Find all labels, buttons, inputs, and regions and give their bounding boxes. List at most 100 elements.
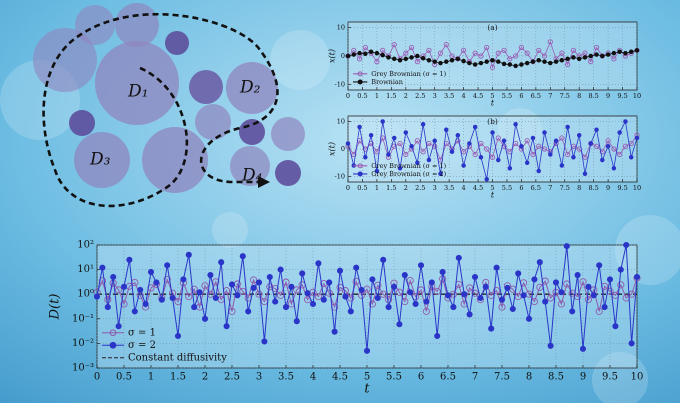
- data-point: [490, 130, 495, 135]
- data-point: [407, 289, 414, 296]
- data-point: [524, 50, 530, 56]
- data-point: [622, 143, 629, 149]
- data-point: [600, 53, 605, 59]
- x-tick-label: 5: [490, 184, 494, 192]
- data-point: [420, 149, 426, 155]
- legend-label: Grey Brownian (σ = 1): [371, 70, 446, 78]
- x-tick-label: 8.5: [588, 184, 598, 192]
- data-point: [623, 241, 630, 249]
- data-point: [460, 149, 467, 155]
- data-point: [351, 52, 357, 57]
- x-tick-label: 5: [490, 92, 494, 100]
- x-tick-label: 3: [256, 372, 262, 383]
- x-axis-label: t: [491, 191, 495, 200]
- data-point: [467, 60, 472, 66]
- data-point: [588, 53, 594, 59]
- x-tick-label: 1.5: [170, 372, 186, 383]
- data-point: [385, 304, 392, 311]
- y-axis-label: x(t): [327, 142, 336, 156]
- data-point: [326, 279, 333, 286]
- data-point: [559, 50, 565, 56]
- y-tick-label: 10⁻¹: [72, 313, 94, 324]
- data-point: [142, 300, 149, 308]
- x-tick-label: 5.5: [502, 92, 512, 100]
- data-point: [386, 55, 391, 60]
- data-point: [518, 44, 525, 51]
- data-point: [584, 296, 592, 304]
- data-point: [426, 140, 432, 147]
- data-point: [569, 308, 576, 315]
- data-point: [541, 53, 548, 59]
- data-point: [617, 281, 625, 289]
- data-point: [180, 276, 187, 283]
- data-point: [548, 152, 553, 157]
- data-point: [391, 56, 397, 62]
- data-point: [498, 296, 506, 303]
- data-point: [444, 59, 449, 64]
- x-tick-label: 9.5: [617, 184, 627, 192]
- data-point: [420, 121, 426, 127]
- y-tick-label: -10: [335, 173, 345, 181]
- x-tick-label: 7: [472, 372, 478, 383]
- legend-label: Grey Brownian (σ = 1): [371, 162, 446, 170]
- data-point: [412, 300, 419, 308]
- data-point: [565, 124, 570, 130]
- x-tick-label: 6: [519, 92, 523, 100]
- data-point: [520, 292, 527, 299]
- data-point: [437, 50, 444, 56]
- data-point: [299, 270, 306, 277]
- data-point: [374, 294, 381, 302]
- series-line: [347, 40, 638, 69]
- data-point: [559, 163, 565, 168]
- x-tick-label: 0.5: [116, 372, 132, 383]
- data-point: [478, 140, 484, 147]
- data-point: [617, 49, 622, 55]
- data-point: [397, 140, 403, 147]
- data-point: [234, 292, 241, 299]
- data-point: [633, 273, 641, 281]
- data-point: [153, 279, 160, 286]
- data-point: [542, 59, 547, 64]
- legend-marker: [357, 171, 363, 177]
- x-tick-label: 0.5: [357, 184, 367, 192]
- x-tick-label: 4.5: [473, 92, 483, 100]
- domain-label: D₄: [241, 166, 263, 186]
- x-tick-label: 10: [631, 372, 644, 383]
- data-point: [363, 154, 368, 160]
- x-tick-label: 6.5: [531, 184, 541, 192]
- data-point: [438, 60, 443, 66]
- data-point: [531, 276, 538, 283]
- data-point: [174, 332, 182, 340]
- x-tick-label: 5: [364, 372, 370, 383]
- data-point: [218, 259, 225, 266]
- data-point: [190, 285, 198, 293]
- x-tick-label: 5.5: [386, 372, 402, 383]
- data-point: [206, 290, 214, 298]
- legend-label: Brownian: [371, 78, 403, 86]
- data-point: [501, 47, 507, 53]
- data-point: [542, 298, 549, 305]
- data-point: [288, 283, 295, 290]
- y-tick-label: 10⁰: [77, 289, 94, 300]
- legend-marker: [357, 71, 363, 77]
- data-point: [277, 266, 284, 273]
- data-point: [449, 149, 455, 154]
- data-point: [547, 294, 555, 302]
- data-point: [571, 55, 576, 60]
- data-point: [547, 39, 553, 45]
- data-point: [496, 59, 501, 64]
- data-point: [565, 151, 571, 158]
- data-point: [380, 256, 387, 263]
- data-point: [471, 273, 479, 281]
- data-point: [478, 53, 484, 59]
- data-point: [498, 303, 506, 311]
- data-point: [488, 325, 495, 332]
- data-point: [426, 58, 432, 63]
- x-tick-label: 8.5: [588, 92, 598, 100]
- data-point: [115, 286, 123, 294]
- data-point: [593, 143, 600, 149]
- bokeh: [0, 30, 680, 403]
- data-point: [386, 152, 391, 157]
- data-point: [98, 277, 106, 285]
- data-point: [617, 130, 622, 135]
